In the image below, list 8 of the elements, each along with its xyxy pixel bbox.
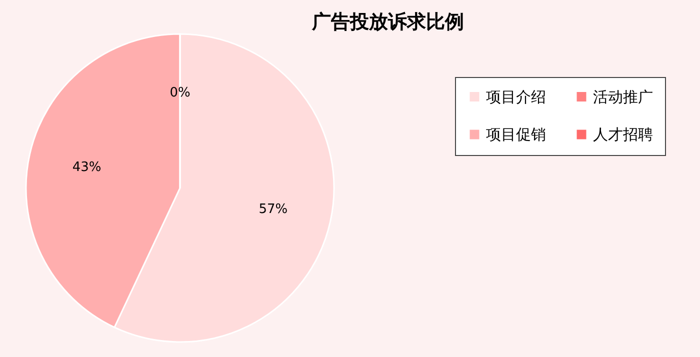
legend-label: 人才招聘 (593, 126, 653, 144)
data-label: 43% (72, 160, 102, 176)
legend-label: 项目促销 (486, 126, 546, 144)
legend-label: 活动推广 (593, 88, 653, 106)
chart-title: 广告投放诉求比例 (311, 11, 464, 33)
legend-label: 项目介绍 (486, 88, 546, 106)
data-label: 57% (258, 202, 288, 217)
text: 0% (170, 86, 190, 101)
